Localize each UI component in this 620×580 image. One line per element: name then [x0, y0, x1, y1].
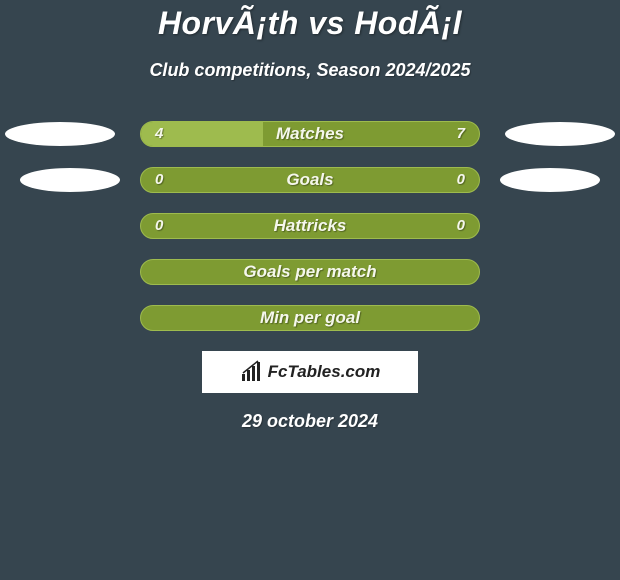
stat-right-value: 0	[457, 214, 465, 238]
left-team-pill	[5, 122, 115, 146]
stat-row-hattricks: 0 Hattricks 0	[0, 213, 620, 239]
page-subtitle: Club competitions, Season 2024/2025	[0, 60, 620, 81]
stat-row-min-per-goal: Min per goal	[0, 305, 620, 331]
stat-label: Min per goal	[141, 306, 479, 330]
watermark-text: FcTables.com	[240, 360, 381, 384]
comparison-infographic: HorvÃ¡th vs HodÃ¡l Club competitions, Se…	[0, 0, 620, 580]
stats-block: 4 Matches 7 0 Goals 0 0 Hattricks 0	[0, 121, 620, 331]
right-team-pill	[500, 168, 600, 192]
stat-label: Goals	[141, 168, 479, 192]
chart-icon	[240, 360, 264, 384]
stat-bar: Min per goal	[140, 305, 480, 331]
stat-label: Goals per match	[141, 260, 479, 284]
watermark: FcTables.com	[202, 351, 418, 393]
stat-bar: 0 Goals 0	[140, 167, 480, 193]
stat-bar: 0 Hattricks 0	[140, 213, 480, 239]
stat-row-goals: 0 Goals 0	[0, 167, 620, 193]
stat-right-value: 0	[457, 168, 465, 192]
stat-row-matches: 4 Matches 7	[0, 121, 620, 147]
page-title: HorvÃ¡th vs HodÃ¡l	[0, 5, 620, 42]
right-team-pill	[505, 122, 615, 146]
stat-bar: Goals per match	[140, 259, 480, 285]
stat-right-value: 7	[457, 122, 465, 146]
stat-bar: 4 Matches 7	[140, 121, 480, 147]
stat-row-goals-per-match: Goals per match	[0, 259, 620, 285]
left-team-pill	[20, 168, 120, 192]
stat-label: Hattricks	[141, 214, 479, 238]
footer-date: 29 october 2024	[0, 411, 620, 432]
watermark-label: FcTables.com	[268, 362, 381, 382]
stat-label: Matches	[141, 122, 479, 146]
